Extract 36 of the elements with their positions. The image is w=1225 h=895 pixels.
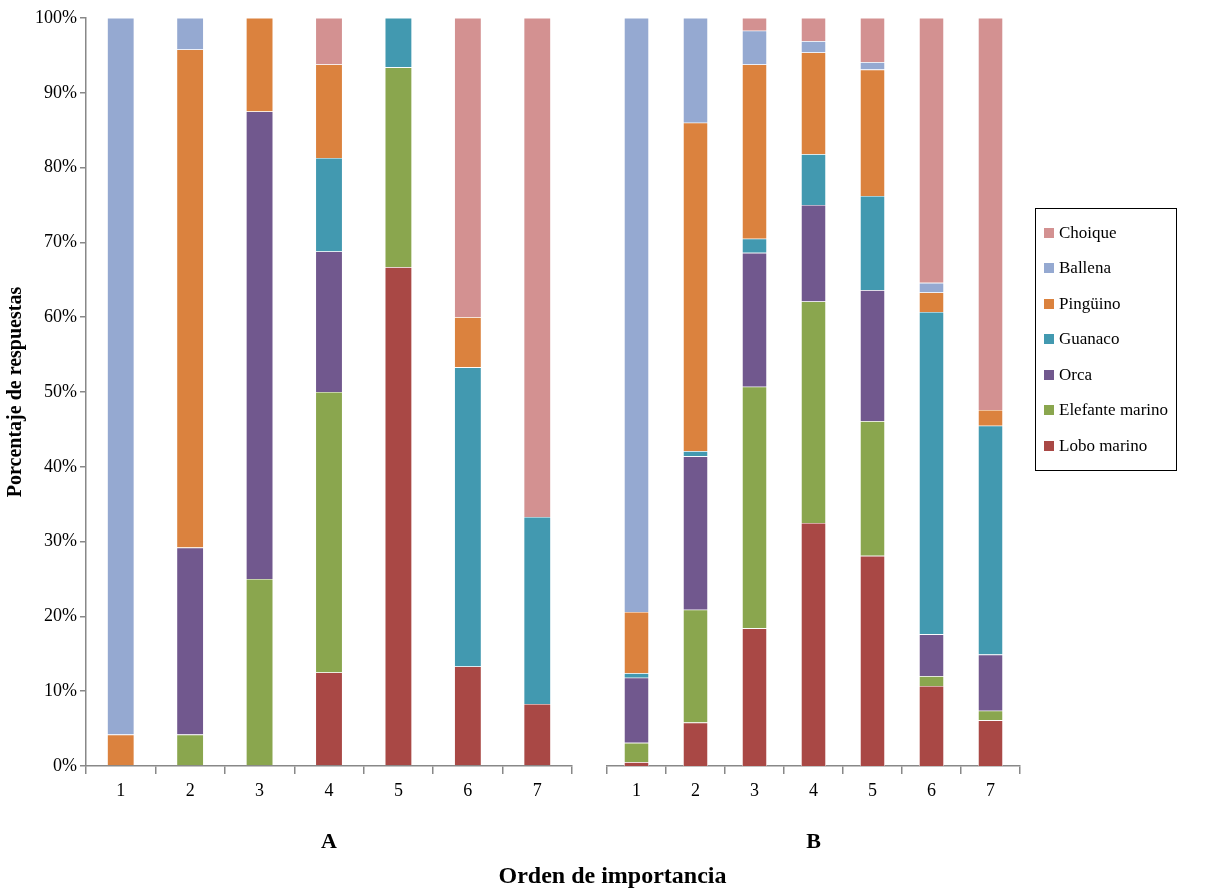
x-tick-label: 4 [809, 779, 818, 800]
y-tick-label: 60% [43, 305, 77, 326]
legend-label: Guanaco [1059, 329, 1120, 350]
legend-label: Ballena [1059, 258, 1111, 279]
x-tick-label: 2 [691, 779, 700, 800]
y-tick-label: 0% [52, 754, 77, 775]
y-tick-label: 80% [43, 156, 77, 177]
x-tick-label: 5 [393, 779, 403, 800]
x-tick-label: 1 [632, 779, 641, 800]
x-tick-label: 7 [532, 779, 542, 800]
y-axis-title: Porcentaje de respuestas [3, 286, 27, 498]
y-tick-label: 100% [34, 6, 77, 27]
x-tick-label: 3 [255, 779, 265, 800]
x-axis-title: A [321, 828, 338, 854]
legend-label: Elefante marino [1059, 400, 1169, 421]
y-tick-label: 70% [43, 231, 77, 252]
x-tick-label: 4 [324, 779, 334, 800]
x-tick-label: 5 [868, 779, 877, 800]
x-tick-label: 6 [463, 779, 473, 800]
legend-label: Lobo marino [1059, 435, 1148, 456]
text: Orden de importancia [497, 862, 728, 889]
x-tick-label: 1 [116, 779, 126, 800]
x-tick-label: 2 [185, 779, 195, 800]
y-tick-label: 20% [43, 605, 77, 626]
legend-label: Pingüino [1059, 293, 1121, 314]
x-axis-title: B [806, 828, 822, 854]
x-tick-label: 3 [750, 779, 759, 800]
legend-label: Orca [1059, 364, 1093, 385]
y-tick-label: 50% [43, 380, 77, 401]
legend-label: Choique [1059, 222, 1117, 243]
y-tick-label: 90% [43, 81, 77, 102]
y-tick-label: 10% [43, 679, 77, 700]
x-tick-label: 6 [927, 779, 936, 800]
y-tick-label: 40% [43, 455, 77, 476]
y-tick-label: 30% [43, 530, 77, 551]
x-tick-label: 7 [986, 779, 995, 800]
